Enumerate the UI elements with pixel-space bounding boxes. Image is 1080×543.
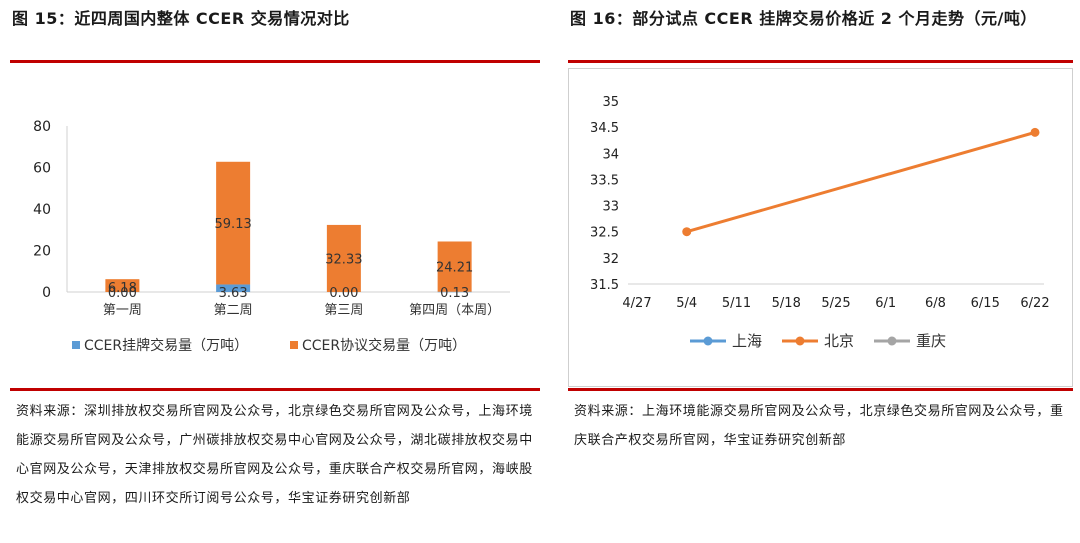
x-tick-label: 5/25 [821, 296, 850, 311]
right-panel: 图 16：部分试点 CCER 挂牌交易价格近 2 个月走势（元/吨） 31.5 3… [568, 0, 1073, 543]
bar-chart: 0204060806.180.00第一周59.133.63第二周32.330.0… [33, 119, 510, 354]
x-tick-label: 5/18 [772, 296, 801, 311]
data-label: 32.33 [325, 252, 362, 267]
data-label: 0.00 [108, 286, 137, 301]
x-tick-label: 5/4 [676, 296, 697, 311]
x-tick-label: 第一周 [103, 303, 142, 318]
y-tick-label: 32 [602, 252, 619, 267]
y-tick-label: 32.5 [590, 226, 619, 241]
x-tick-label: 6/22 [1020, 296, 1049, 311]
legend-marker [703, 336, 713, 346]
x-tick-label: 6/8 [925, 296, 946, 311]
x-tick-label: 第二周 [214, 303, 253, 318]
legend-marker [887, 336, 897, 346]
bar-segment [105, 279, 140, 292]
source-divider-right [568, 388, 1073, 391]
chart-title-left: 图 15：近四周国内整体 CCER 交易情况对比 [12, 9, 350, 28]
x-tick-label: 6/1 [875, 296, 896, 311]
data-label: 24.21 [436, 261, 473, 276]
data-label: 0.13 [440, 286, 469, 301]
legend-swatch [72, 341, 80, 349]
x-tick-label: 4/27 [622, 296, 651, 311]
y-tick-label: 34.5 [590, 121, 619, 136]
y-tick-label: 40 [33, 202, 51, 218]
y-tick-label: 80 [33, 119, 51, 135]
source-note-right: 资料来源：上海环境能源交易所官网及公众号，北京绿色交易所官网及公众号，重庆联合产… [574, 404, 1064, 448]
y-tick-label: 34 [602, 147, 619, 162]
legend-swatch [290, 341, 298, 349]
data-label: 59.13 [215, 217, 252, 232]
y-tick-label: 33.5 [590, 173, 619, 188]
y-tick-label: 35 [602, 95, 619, 110]
x-tick-label: 6/15 [971, 296, 1000, 311]
y-tick-label: 20 [33, 244, 51, 260]
plot-frame [568, 68, 1073, 387]
legend-label: CCER协议交易量（万吨） [302, 337, 466, 354]
data-point [1030, 127, 1040, 137]
x-tick-label: 第四周（本周） [409, 303, 500, 318]
bar-segment [437, 291, 472, 293]
x-tick-label: 第三周 [324, 303, 363, 318]
legend-label: 北京 [824, 332, 854, 350]
title-divider-left [10, 60, 540, 63]
legend-label: 重庆 [916, 332, 946, 350]
bar-segment [326, 224, 361, 292]
legend-label: CCER挂牌交易量（万吨） [84, 337, 248, 354]
y-tick-label: 31.5 [590, 278, 619, 293]
x-tick-label: 5/11 [722, 296, 751, 311]
data-label: 3.63 [219, 286, 248, 301]
bar-segment [437, 241, 472, 292]
series-line [686, 130, 1036, 234]
left-panel: 图 15：近四周国内整体 CCER 交易情况对比 0 20 40 60 80 6.18 0.… [10, 0, 540, 543]
title-divider-right [568, 60, 1073, 63]
data-label: 0.00 [329, 286, 358, 301]
y-tick-label: 33 [602, 200, 619, 215]
line-chart: 31.5 32 32.5 33 33.5 34 34.5 35 4/27 5/4 5/11 5/18 5… [568, 68, 1073, 387]
legend-marker [795, 336, 805, 346]
bar-segment [216, 284, 251, 292]
bar-segment [216, 161, 251, 285]
source-note-left: 资料来源：深圳排放权交易所官网及公众号，北京绿色交易所官网及公众号，上海环境能源… [16, 404, 533, 506]
legend-label: 上海 [732, 332, 762, 350]
y-tick-label: 0 [42, 285, 51, 301]
data-point [682, 227, 692, 237]
source-divider-left [10, 388, 540, 391]
y-tick-label: 60 [33, 161, 51, 177]
data-label: 6.18 [108, 281, 137, 296]
chart-title-right: 图 16：部分试点 CCER 挂牌交易价格近 2 个月走势（元/吨） [570, 9, 1037, 28]
